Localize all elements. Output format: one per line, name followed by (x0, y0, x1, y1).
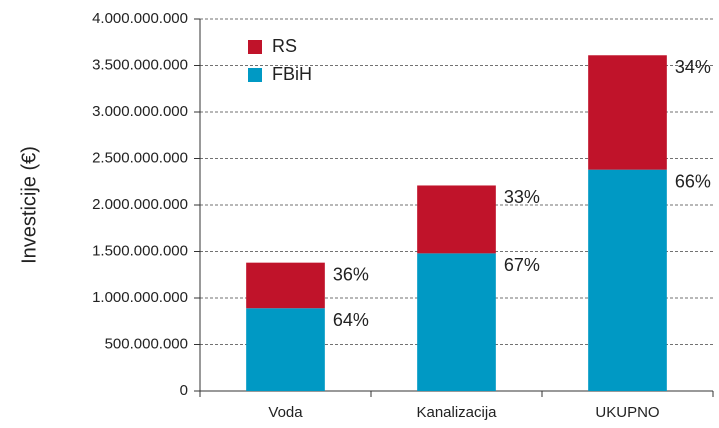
legend-swatch (248, 68, 262, 82)
y-tick-label: 500.000.000 (105, 335, 188, 352)
x-tick-label: UKUPNO (595, 404, 659, 421)
y-tick-label: 2.000.000.000 (92, 196, 188, 213)
bar-segment (588, 169, 667, 391)
bar-segment (246, 308, 325, 391)
y-tick-label: 3.500.000.000 (92, 56, 188, 73)
share-label: 64% (333, 310, 369, 330)
share-label: 33% (504, 187, 540, 207)
y-axis-label: Investicije (€) (18, 146, 40, 264)
share-label: 36% (333, 264, 369, 284)
bar-segment (417, 185, 496, 254)
x-tick-label: Kanalizacija (416, 404, 497, 421)
legend-label: FBiH (272, 64, 312, 84)
share-label: 67% (504, 255, 540, 275)
share-label: 34% (675, 57, 711, 77)
y-tick-label: 1.500.000.000 (92, 242, 188, 259)
x-tick-label: Voda (268, 404, 303, 421)
y-tick-label: 2.500.000.000 (92, 149, 188, 166)
y-tick-label: 3.000.000.000 (92, 103, 188, 120)
y-tick-label: 0 (180, 382, 188, 399)
bar-segment (246, 262, 325, 309)
share-label: 66% (675, 171, 711, 191)
legend-label: RS (272, 36, 297, 56)
y-tick-label: 4.000.000.000 (92, 10, 188, 27)
bar-segment (417, 253, 496, 391)
y-tick-label: 1.000.000.000 (92, 289, 188, 306)
bar-segment (588, 55, 667, 170)
legend-swatch (248, 40, 262, 54)
